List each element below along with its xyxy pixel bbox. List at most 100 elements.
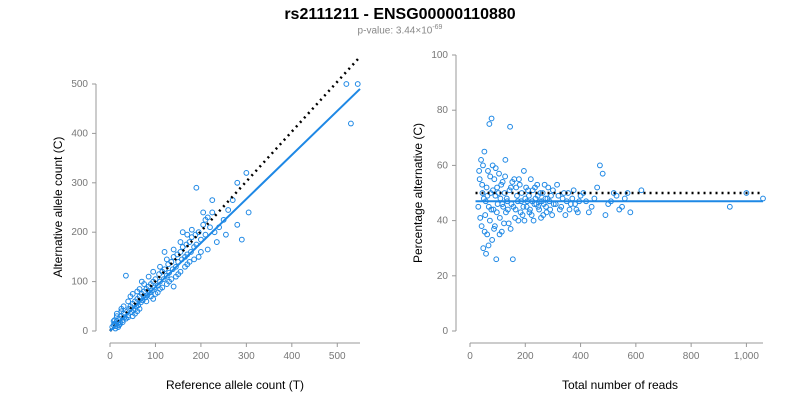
left-data-point — [184, 231, 191, 238]
left-data-point — [150, 295, 157, 302]
left-data-point — [209, 209, 216, 216]
right-data-point — [627, 209, 634, 216]
right-data-point — [510, 203, 517, 210]
left-data-point — [188, 226, 195, 233]
right-data-point — [516, 176, 522, 183]
right-data-point — [494, 201, 501, 207]
left-data-point — [238, 236, 245, 243]
left-data-point — [161, 249, 168, 255]
left-data-point — [207, 224, 213, 231]
right-data-point — [616, 206, 623, 213]
p-value-text: p-value: 3.44×10 — [357, 25, 433, 37]
right-data-point — [487, 173, 494, 180]
left-data-point — [245, 209, 252, 216]
right-data-point — [512, 214, 518, 221]
right-data-point — [555, 192, 562, 199]
left-data-point — [110, 318, 117, 325]
right-data-point — [566, 206, 573, 213]
left-data-point — [195, 254, 202, 260]
left-data-point — [177, 239, 184, 245]
left-x-ticks: 0 100 200 300 400 500 — [107, 343, 346, 362]
right-data-point — [527, 206, 533, 213]
left-data-point — [191, 256, 197, 263]
right-points — [475, 115, 766, 263]
left-data-point — [145, 273, 152, 280]
right-y-ticks: 0 20 40 60 80 100 — [431, 50, 456, 337]
left-data-point — [202, 231, 209, 238]
right-data-point — [554, 181, 560, 188]
right-data-point — [505, 220, 512, 227]
left-x-axis-title: Reference allele count (T) — [166, 378, 304, 392]
right-data-point — [527, 176, 534, 183]
right-data-point — [516, 181, 523, 188]
right-data-point — [481, 228, 488, 235]
left-data-point — [204, 246, 211, 253]
left-data-point — [225, 207, 232, 213]
right-data-point — [529, 187, 536, 194]
right-data-point — [504, 206, 511, 213]
right-data-point — [556, 206, 563, 213]
right-data-point — [559, 195, 566, 202]
right-data-point — [534, 181, 541, 188]
left-data-point — [129, 313, 136, 320]
right-data-point — [496, 214, 503, 221]
right-data-point — [509, 256, 516, 263]
right-data-point — [509, 179, 516, 185]
left-x-tick-label: 400 — [283, 351, 300, 362]
right-data-point — [488, 206, 495, 213]
right-data-point — [496, 231, 503, 238]
right-data-point — [480, 245, 487, 252]
right-data-point — [507, 123, 513, 130]
right-data-point — [588, 203, 595, 210]
right-data-point — [507, 225, 514, 232]
right-data-point — [605, 201, 612, 207]
right-data-point — [525, 192, 532, 199]
left-data-point — [184, 261, 191, 268]
right-data-point — [502, 173, 509, 180]
right-data-point — [483, 184, 490, 191]
left-y-axis-title: Alternative allele count (C) — [51, 137, 65, 278]
right-data-point — [498, 181, 505, 188]
right-x-tick-label: 600 — [628, 351, 645, 362]
left-data-point — [188, 249, 194, 255]
left-data-point — [193, 184, 200, 191]
right-data-point — [485, 168, 491, 174]
left-y-tick-label: 400 — [71, 128, 88, 139]
right-data-point — [536, 206, 543, 213]
left-data-point — [177, 249, 184, 255]
left-x-tick-label: 200 — [193, 351, 210, 362]
right-x-tick-label: 200 — [517, 351, 534, 362]
left-fit-line — [109, 88, 361, 332]
right-data-point — [513, 184, 520, 191]
left-data-point — [173, 263, 179, 270]
left-data-point — [170, 283, 177, 290]
right-data-point — [502, 156, 509, 163]
left-data-point — [243, 170, 250, 176]
right-data-point — [597, 162, 603, 169]
right-y-tick-label: 20 — [437, 271, 449, 282]
right-data-point — [494, 184, 500, 191]
right-data-point — [545, 184, 552, 191]
left-data-point — [170, 246, 177, 253]
right-data-point — [478, 223, 485, 230]
left-y-tick-label: 300 — [71, 178, 88, 189]
right-data-point — [493, 209, 500, 216]
right-data-point — [488, 115, 495, 122]
right-data-point — [521, 168, 527, 174]
right-data-point — [591, 195, 598, 202]
left-data-point — [177, 268, 184, 275]
right-data-point — [485, 242, 492, 249]
left-data-point — [163, 256, 170, 263]
right-data-point — [482, 212, 489, 218]
right-data-point — [521, 217, 528, 224]
right-data-point — [476, 176, 483, 183]
right-x-ticks: 0 200 400 600 800 1,000 — [467, 343, 759, 362]
right-data-point — [475, 203, 482, 210]
right-data-point — [539, 190, 546, 196]
right-data-point — [493, 256, 500, 263]
left-data-point — [195, 229, 202, 236]
right-data-point — [477, 214, 484, 221]
left-data-point — [198, 249, 204, 255]
right-data-point — [497, 195, 504, 202]
right-data-point — [621, 195, 628, 202]
